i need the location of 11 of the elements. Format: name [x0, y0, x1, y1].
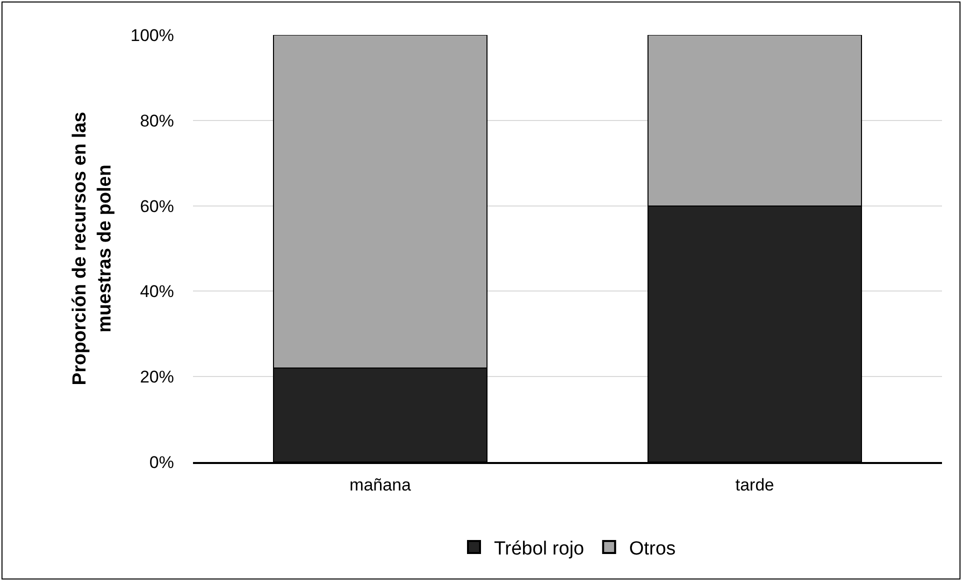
legend-label: Otros — [629, 538, 676, 560]
legend-label: Trébol rojo — [494, 538, 584, 560]
y-axis-title: Proporción de recursos en las muestras de polen — [70, 112, 116, 386]
y-tick-label: 20% — [140, 368, 174, 387]
y-tick-label: 40% — [140, 282, 174, 302]
x-tick-label: mañana — [350, 475, 412, 494]
y-tick-label: 60% — [140, 196, 174, 216]
y-tick-label: 100% — [130, 26, 174, 45]
y-tick-label: 0% — [149, 452, 174, 472]
y-tick-label: 80% — [140, 111, 174, 130]
x-tick-label: tarde — [735, 475, 774, 494]
